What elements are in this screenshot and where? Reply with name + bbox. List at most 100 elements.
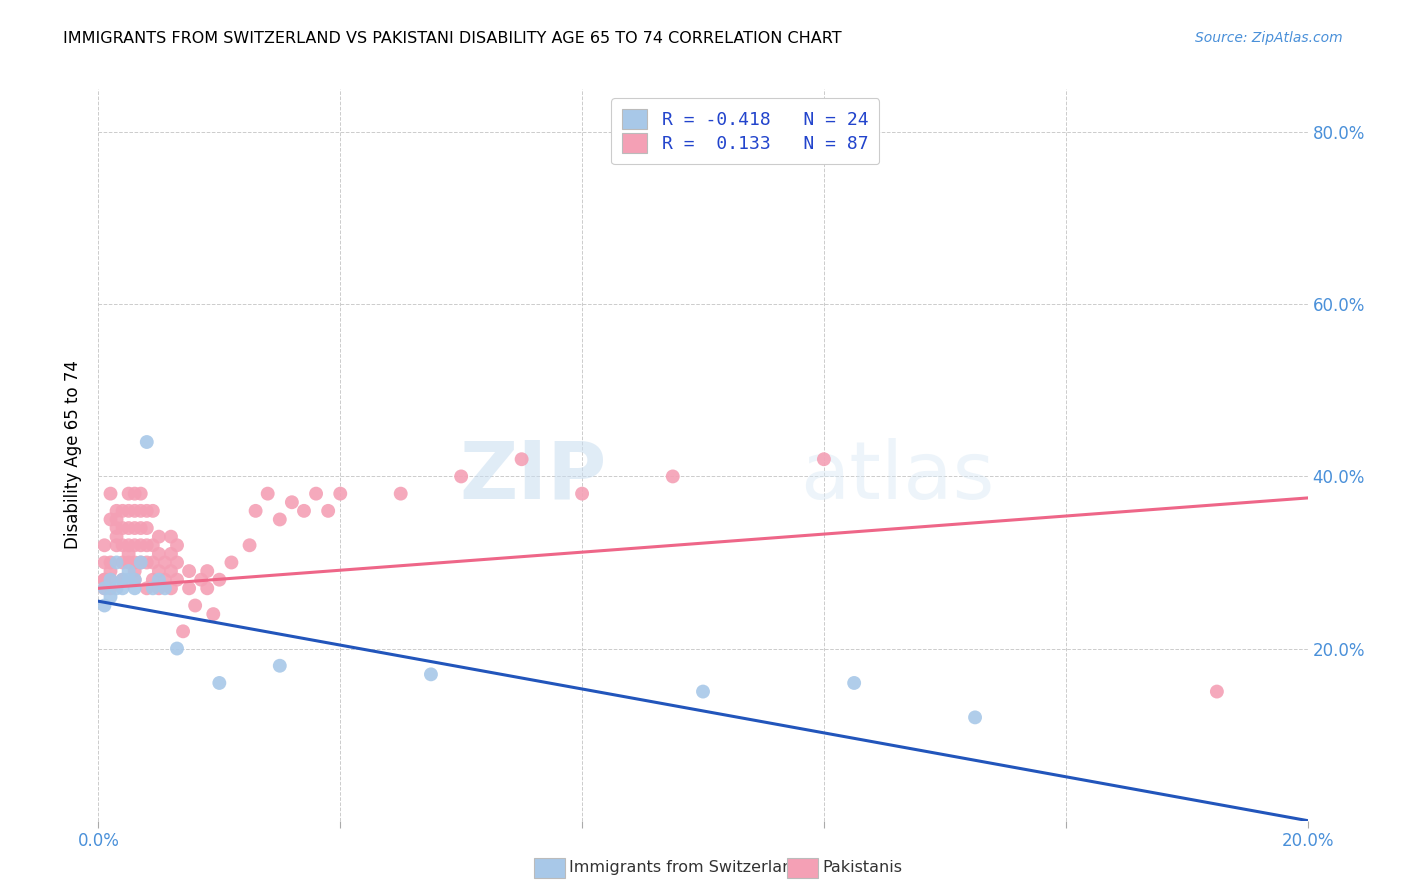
Point <box>450 469 472 483</box>
Point <box>281 495 304 509</box>
Point <box>179 582 201 596</box>
Point <box>105 556 128 570</box>
Point <box>105 538 128 552</box>
Text: IMMIGRANTS FROM SWITZERLAND VS PAKISTANI DISABILITY AGE 65 TO 74 CORRELATION CHA: IMMIGRANTS FROM SWITZERLAND VS PAKISTANI… <box>63 31 842 46</box>
Point <box>100 512 122 526</box>
Point <box>142 504 165 518</box>
Point <box>292 504 315 518</box>
Point <box>256 486 278 500</box>
Point <box>692 684 714 698</box>
Point <box>118 556 141 570</box>
Point <box>118 573 141 587</box>
Point <box>844 676 866 690</box>
Point <box>153 556 176 570</box>
Point <box>105 512 128 526</box>
Point <box>105 521 128 535</box>
Point <box>118 547 141 561</box>
Point <box>100 573 122 587</box>
Point <box>148 564 170 578</box>
Point <box>124 538 146 552</box>
Point <box>389 486 412 500</box>
Point <box>160 530 183 544</box>
Point <box>329 486 352 500</box>
Point <box>124 564 146 578</box>
Point <box>965 710 987 724</box>
Point <box>111 573 134 587</box>
Point <box>129 538 152 552</box>
Point <box>1206 684 1229 698</box>
Point <box>93 599 115 613</box>
Point <box>190 573 212 587</box>
Point <box>269 658 291 673</box>
Point <box>571 486 593 500</box>
Point <box>111 521 134 535</box>
Point <box>105 504 128 518</box>
Point <box>135 504 157 518</box>
Point <box>124 521 146 535</box>
Legend: R = -0.418   N = 24, R =  0.133   N = 87: R = -0.418 N = 24, R = 0.133 N = 87 <box>612 98 879 164</box>
Point <box>118 504 141 518</box>
Point <box>160 582 183 596</box>
Point <box>100 582 122 596</box>
Point <box>148 547 170 561</box>
Point <box>305 486 328 500</box>
Point <box>111 504 134 518</box>
Point <box>166 556 188 570</box>
Point <box>142 573 165 587</box>
Text: atlas: atlas <box>800 438 994 516</box>
Point <box>172 624 194 639</box>
Point <box>202 607 225 621</box>
Point <box>111 556 134 570</box>
Point <box>93 556 115 570</box>
Point <box>93 538 115 552</box>
Point <box>316 504 339 518</box>
Point <box>221 556 243 570</box>
Point <box>93 582 115 596</box>
Point <box>160 547 183 561</box>
Point <box>100 564 122 578</box>
Point <box>148 582 170 596</box>
Point <box>118 486 141 500</box>
Point <box>124 573 146 587</box>
Point <box>124 573 146 587</box>
Point <box>135 538 157 552</box>
Point <box>208 676 231 690</box>
Point <box>166 573 188 587</box>
Point <box>93 573 115 587</box>
Text: Source: ZipAtlas.com: Source: ZipAtlas.com <box>1195 31 1343 45</box>
Point <box>135 556 157 570</box>
Point <box>124 556 146 570</box>
Point <box>93 573 115 587</box>
Point <box>184 599 207 613</box>
Point <box>118 564 141 578</box>
Point <box>661 469 683 483</box>
Point <box>124 582 146 596</box>
Point <box>93 582 115 596</box>
Point <box>118 538 141 552</box>
Point <box>813 452 835 467</box>
Point <box>135 582 157 596</box>
Point <box>129 521 152 535</box>
Point <box>105 530 128 544</box>
Point <box>179 564 201 578</box>
Point <box>153 573 176 587</box>
Point <box>510 452 533 467</box>
Point <box>166 641 188 656</box>
Point <box>100 556 122 570</box>
Point <box>135 521 157 535</box>
Point <box>111 538 134 552</box>
Point <box>111 582 134 596</box>
Point <box>124 486 146 500</box>
Point <box>129 556 152 570</box>
Point <box>100 486 122 500</box>
Point <box>148 530 170 544</box>
Point <box>124 504 146 518</box>
Point <box>148 573 170 587</box>
Point <box>420 667 443 681</box>
Point <box>160 564 183 578</box>
Point <box>269 512 291 526</box>
Point <box>142 582 165 596</box>
Text: ZIP: ZIP <box>458 438 606 516</box>
Point <box>111 573 134 587</box>
Point <box>166 538 188 552</box>
